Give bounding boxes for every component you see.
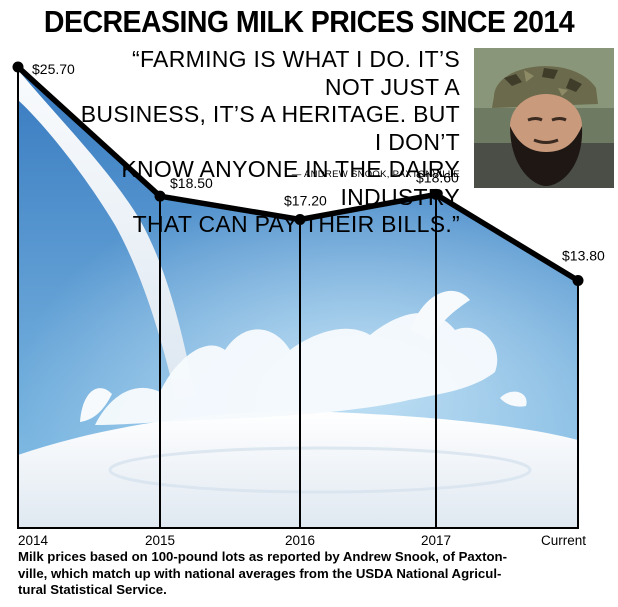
x-axis-labels: 2014 2015 2016 2017 Current [18,533,586,548]
caption-line: tural Statistical Service. [18,582,167,597]
face [510,94,582,158]
price-label: $17.20 [284,192,327,208]
milk-splash-crown [95,313,498,425]
milk-splash-image [18,70,578,528]
milk-pool [18,411,578,528]
quote-line: KNOW ANYONE IN THE DAIRY INDUSTRY [121,156,460,210]
x-axis-label: 2015 [145,533,175,548]
price-label: $18.50 [170,175,213,191]
quote-attribution: — ANDREW SNOOK, PAXTONVILLE [291,169,460,180]
price-point [572,274,584,286]
price-point [12,61,24,73]
price-point [430,188,442,200]
price-points [12,61,584,286]
milk-droplet-left [80,388,112,422]
price-label: $13.80 [562,247,605,263]
price-label: $25.70 [32,61,75,77]
price-point [154,190,166,202]
chart-caption: Milk prices based on 100-pound lots as r… [18,549,608,599]
x-axis-label: 2014 [18,533,49,548]
milk-droplet-right [500,391,527,407]
chart-title: DECREASING MILK PRICES SINCE 2014 [43,4,575,39]
caption-line: Milk prices based on 100-pound lots as r… [18,549,507,564]
x-axis-label: 2017 [421,533,451,548]
milk-ripple [108,446,532,494]
price-labels: $25.70 $18.50 $17.20 $18.60 $13.80 [32,61,605,263]
quote-line: THAT CAN PAY THEIR BILLS.” [132,211,460,237]
quote-line: “FARMING IS WHAT I DO. IT’S NOT JUST A [132,46,460,100]
caption-line: ville, which match up with national aver… [18,565,502,581]
x-axis-label: Current [541,533,586,548]
beard [510,126,583,186]
quote-line: BUSINESS, IT’S A HERITAGE. BUT I DON’T [80,101,460,155]
milk-splash-arm [410,290,470,340]
price-point [294,213,306,225]
camo-cap [492,66,598,108]
x-axis-label: 2016 [285,533,315,548]
farmer-portrait [474,48,614,188]
year-dividers [159,194,437,528]
farmer-quote: “FARMING IS WHAT I DO. IT’S NOT JUST A B… [78,46,460,239]
price-label: $18.60 [416,169,459,185]
